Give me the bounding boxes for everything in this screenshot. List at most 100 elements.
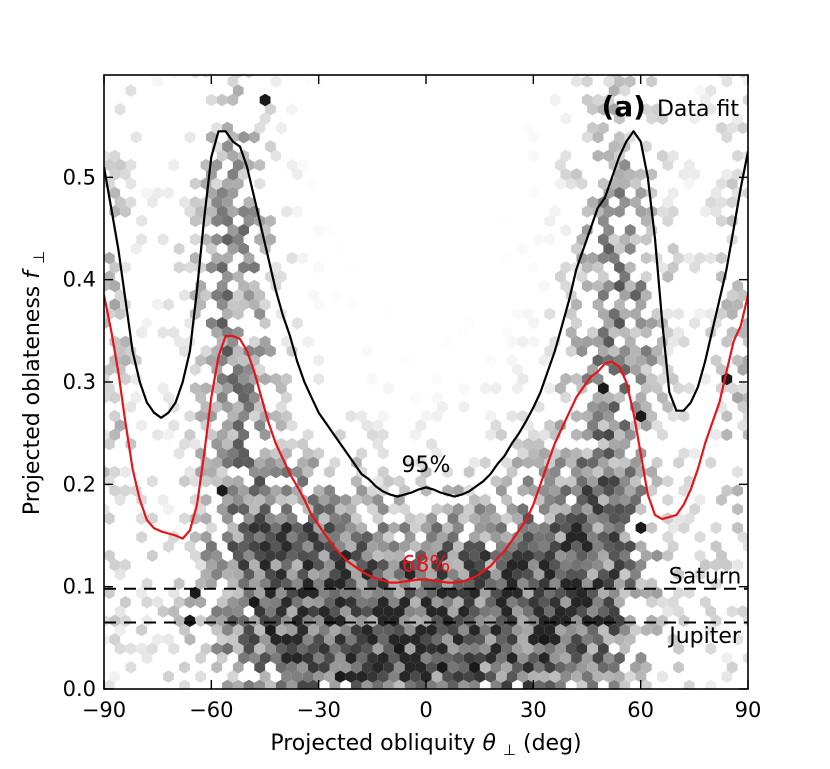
hexbin-cell xyxy=(420,651,432,665)
hexbin-cell xyxy=(329,493,341,507)
hexbin-cell xyxy=(743,93,748,107)
hexbin-cell xyxy=(302,428,314,441)
hexbin-cell xyxy=(710,205,722,218)
hexbin-cell xyxy=(560,521,572,534)
hexbin-cell xyxy=(538,354,550,367)
hexbin-cell xyxy=(426,549,437,562)
hexbin-cell xyxy=(646,577,657,590)
y-tick-label: 0.0 xyxy=(63,677,96,701)
hexbin-cell xyxy=(281,651,292,665)
hexbin-cell xyxy=(587,400,598,414)
hexbin-cell xyxy=(490,475,502,488)
hexbin-cell xyxy=(227,242,239,255)
hexbin-cell xyxy=(415,605,427,618)
hexbin-cell xyxy=(281,689,292,701)
hexbin-cell xyxy=(313,670,325,683)
hexbin-cell xyxy=(598,512,609,525)
hexbin-cell xyxy=(667,205,679,218)
hexbin-cell xyxy=(367,670,378,683)
hexbin-cell xyxy=(571,428,582,441)
hexbin-cell xyxy=(125,177,137,190)
y-tick-label: 0.2 xyxy=(63,472,96,496)
hexbin-cell xyxy=(265,549,276,562)
hexbin-cell xyxy=(259,484,271,497)
hexbin-cell xyxy=(232,549,244,562)
hexbin-cell xyxy=(533,437,545,451)
hexbin-cell xyxy=(222,270,233,283)
hexbin-cell xyxy=(694,549,706,562)
hexbin-cell xyxy=(367,651,378,665)
hexbin-cell xyxy=(351,642,362,655)
hexbin-cell xyxy=(705,679,717,689)
hexbin-cell xyxy=(120,205,131,218)
hexbin-cell xyxy=(222,568,233,581)
hexbin-cell xyxy=(630,289,641,302)
hexbin-cell xyxy=(351,586,362,600)
hexbin-cell xyxy=(581,261,593,274)
hexbin-cell xyxy=(447,530,459,544)
hexbin-cell xyxy=(302,335,314,348)
hexbin-cell xyxy=(238,391,249,404)
hexbin-cell xyxy=(345,651,357,665)
hexbin-cell xyxy=(313,298,325,311)
hexbin-cell xyxy=(243,568,255,581)
annotation-saturn: Saturn xyxy=(669,565,742,590)
hexbin-cell xyxy=(614,651,625,665)
hexbin-cell xyxy=(737,530,748,544)
hexbin-cell xyxy=(501,512,513,525)
hexbin-cell xyxy=(630,344,641,358)
hexbin-cell xyxy=(168,158,180,172)
hexbin-cell xyxy=(211,661,223,674)
hexbin-cell xyxy=(619,158,631,172)
hexbin-cell xyxy=(619,512,631,525)
hexbin-cell xyxy=(635,670,647,683)
hexbin-cell xyxy=(399,354,411,367)
hexbin-cell xyxy=(291,521,303,534)
hexbin-cell xyxy=(587,103,598,116)
hexbin-cell xyxy=(136,419,147,432)
hexbin-cell xyxy=(243,382,255,395)
hexbin-cell xyxy=(716,214,727,228)
hexbin-cell xyxy=(555,568,566,581)
hexbin-cell xyxy=(694,307,706,321)
hexbin-cell xyxy=(120,614,131,627)
hexbin-cell xyxy=(173,447,185,460)
hexbin-cell xyxy=(592,149,604,162)
hexbin-cell xyxy=(426,103,437,116)
hexbin-cell xyxy=(458,512,470,525)
hexbin-cell xyxy=(721,298,733,311)
hexbin-cell xyxy=(383,623,394,637)
hexbin-cell xyxy=(372,530,384,544)
hexbin-cell xyxy=(275,586,287,600)
hexbin-cell xyxy=(415,419,427,432)
hexbin-cell xyxy=(297,437,308,451)
hexbin-cell xyxy=(614,354,625,367)
hexbin-cell xyxy=(163,428,174,441)
hexbin-cell xyxy=(533,605,545,618)
hexbin-cell xyxy=(517,558,529,572)
hexbin-cell xyxy=(533,549,545,562)
hexbin-cell xyxy=(555,270,566,283)
hexbin-cell xyxy=(565,530,577,544)
hexbin-cell xyxy=(743,317,748,330)
hexbin-cell xyxy=(469,493,480,507)
hexbin-cell xyxy=(447,586,459,600)
hexbin-cell xyxy=(302,540,314,553)
hexbin-cell xyxy=(603,335,615,348)
hexbin-cell xyxy=(528,596,539,609)
hexbin-cell xyxy=(544,549,555,562)
hexbin-cell xyxy=(426,623,437,637)
x-tick-label: −30 xyxy=(297,698,341,722)
hexbin-cell xyxy=(555,493,566,507)
hexbin-cell xyxy=(216,186,228,200)
hexbin-cell xyxy=(614,186,625,200)
hexbin-cell xyxy=(592,596,604,609)
hexbin-cell xyxy=(399,521,411,534)
hexbin-cell xyxy=(189,214,201,228)
hexbin-cell xyxy=(640,140,652,153)
hexbin-cell xyxy=(640,679,652,689)
hexbin-cell xyxy=(297,251,308,265)
hexbin-cell xyxy=(598,233,609,246)
hexbin-cell xyxy=(710,521,722,534)
hexbin-cell xyxy=(216,614,228,627)
